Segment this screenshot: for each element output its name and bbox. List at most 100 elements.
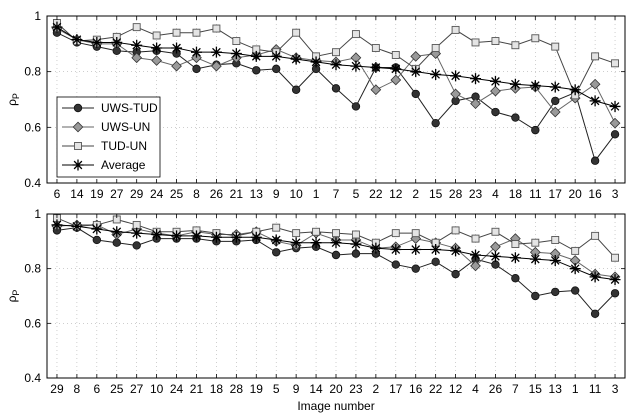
data-point	[531, 125, 540, 135]
data-point	[390, 244, 402, 256]
data-point	[350, 60, 362, 72]
x-tick-label: 26	[489, 382, 503, 396]
y-tick-label: 0.8	[24, 65, 41, 79]
data-point	[152, 31, 161, 40]
data-point	[330, 237, 342, 249]
data-point	[609, 274, 621, 286]
data-point	[430, 68, 442, 80]
x-tick-label: 3	[612, 382, 619, 396]
data-point	[590, 156, 600, 165]
x-tick-label: 25	[110, 382, 124, 396]
data-point	[272, 223, 281, 232]
data-point	[172, 28, 181, 37]
x-tick-label: 22	[369, 187, 383, 201]
data-point	[410, 66, 422, 78]
data-point	[431, 118, 440, 128]
data-point	[351, 30, 360, 39]
x-tick-label: 21	[190, 382, 204, 396]
data-point	[310, 237, 322, 249]
data-point	[609, 100, 621, 112]
data-point	[272, 64, 281, 74]
data-point	[131, 52, 143, 64]
x-tick-label: 11	[529, 187, 542, 201]
x-tick-label: 21	[230, 187, 244, 201]
data-point	[451, 269, 460, 279]
x-tick-label: 4	[492, 187, 499, 201]
data-point	[391, 51, 400, 59]
x-tick-label: 20	[568, 187, 582, 201]
x-tick-label: 8	[193, 187, 200, 201]
x-tick-label: 2	[412, 187, 419, 201]
data-point	[370, 61, 382, 73]
data-point	[230, 48, 242, 60]
x-tick-label: 11	[589, 382, 602, 396]
x-tick-label: 7	[333, 187, 340, 201]
data-point	[549, 254, 561, 266]
x-tick-label: 1	[572, 382, 579, 396]
data-point	[611, 59, 619, 68]
data-point	[151, 55, 162, 66]
series-average-2	[51, 219, 621, 286]
data-point	[192, 64, 201, 74]
data-point	[551, 96, 560, 106]
legend-marker	[74, 142, 82, 150]
x-tick-label: 26	[210, 187, 224, 201]
legend-marker	[72, 121, 84, 133]
x-tick-label: 19	[90, 187, 104, 201]
data-point	[370, 242, 382, 254]
data-point	[391, 229, 400, 238]
data-point	[270, 234, 282, 246]
data-point	[332, 48, 340, 57]
data-point	[591, 52, 600, 61]
x-tick-label: 16	[588, 187, 602, 201]
data-point	[312, 227, 321, 236]
data-point	[351, 230, 360, 239]
data-point	[529, 80, 541, 92]
data-point	[91, 223, 103, 235]
x-tick-label: 14	[309, 382, 323, 396]
x-tick-label: 24	[150, 187, 164, 201]
data-point	[569, 84, 581, 96]
data-point	[489, 250, 501, 262]
x-tick-label: 23	[469, 187, 483, 201]
data-point	[171, 42, 183, 54]
x-tick-label: 28	[449, 187, 463, 201]
data-point	[511, 274, 520, 283]
data-point	[431, 44, 440, 52]
x-tick-label: 4	[472, 382, 479, 396]
data-point	[291, 85, 301, 94]
data-point	[470, 73, 482, 85]
x-tick-label: 12	[449, 382, 463, 396]
data-point	[112, 238, 121, 247]
data-point	[611, 253, 619, 262]
x-tick-label: 13	[250, 187, 264, 201]
data-point	[471, 38, 480, 47]
data-point	[450, 70, 462, 82]
data-point	[511, 240, 520, 249]
data-point	[171, 230, 183, 242]
data-point	[310, 56, 322, 68]
x-tick-label: 25	[170, 187, 184, 201]
data-point	[451, 226, 460, 235]
x-tick-label: 29	[50, 382, 64, 396]
legend-marker	[73, 103, 83, 113]
data-point	[331, 250, 341, 260]
data-point	[531, 291, 540, 301]
data-point	[350, 238, 362, 250]
data-point	[509, 78, 521, 90]
x-tick-label: 15	[529, 382, 543, 396]
data-point	[551, 42, 560, 51]
data-point	[551, 236, 560, 244]
data-point	[131, 227, 143, 239]
x-tick-label: 14	[70, 187, 84, 201]
data-point	[390, 74, 402, 86]
legend-box	[56, 96, 161, 178]
data-point	[570, 286, 580, 295]
legend-label: UWS-UN	[101, 120, 150, 134]
data-point	[610, 130, 620, 139]
x-tick-label: 3	[612, 187, 619, 201]
data-point	[571, 246, 580, 255]
x-tick-label: 16	[409, 382, 423, 396]
data-point	[331, 84, 341, 93]
x-tick-label: 13	[549, 382, 563, 396]
